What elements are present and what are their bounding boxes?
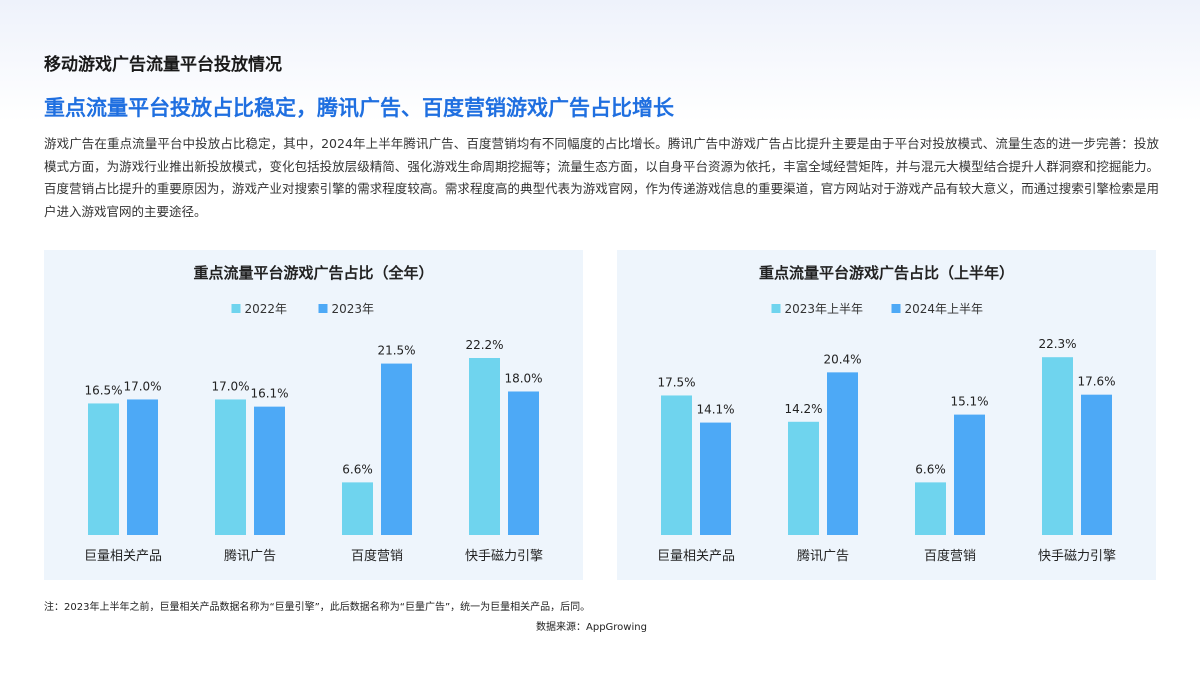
bar (954, 414, 985, 535)
bar (215, 399, 246, 535)
data-label: 17.0% (123, 379, 161, 393)
bar (827, 372, 858, 535)
data-label: 17.6% (1077, 375, 1115, 389)
data-label: 14.1% (696, 403, 734, 417)
bar (508, 391, 539, 535)
legend-swatch (318, 304, 328, 313)
category-label: 腾讯广告 (797, 548, 849, 564)
bar (661, 395, 692, 535)
data-label: 16.5% (84, 383, 122, 397)
chart-half-year: 重点流量平台游戏广告占比（上半年）2023年上半年 2024年上半年17.5%14… (657, 264, 1116, 564)
category-label: 快手磁力引擎 (465, 549, 543, 564)
data-label: 15.1% (950, 395, 988, 409)
footnote: 注：2023年上半年之前，巨量相关产品数据名称为“巨量引擎”，此后数据名称为“巨… (44, 602, 591, 613)
legend-swatch (891, 304, 901, 313)
legend-label: 2023年上半年 (785, 302, 864, 316)
data-label: 14.2% (784, 402, 822, 416)
category-label: 百度营销 (351, 548, 403, 564)
bar (1081, 394, 1112, 535)
bar (700, 422, 731, 535)
legend-swatch (231, 304, 241, 313)
legend-label: 2024年上半年 (905, 302, 984, 316)
bar (469, 358, 500, 535)
legend-label: 2022年 (245, 302, 288, 316)
bar (381, 363, 412, 535)
bar (88, 403, 119, 535)
chart-panel-full-year: 重点流量平台游戏广告占比（全年） 2022年 2023年 16.5% 17.0% 巨量相关… (44, 250, 583, 580)
data-source: 数据来源：AppGrowing (536, 622, 647, 633)
legend-swatch (771, 304, 781, 313)
category-label: 巨量相关产品 (84, 549, 162, 564)
chart-title: 重点流量平台游戏广告占比（全年） (193, 264, 433, 282)
bar (915, 482, 946, 535)
category-label: 腾讯广告 (224, 548, 276, 564)
data-label: 6.6% (915, 462, 946, 476)
data-label: 17.0% (211, 379, 249, 393)
data-label: 17.5% (657, 375, 695, 389)
category-label: 快手磁力引擎 (1038, 549, 1116, 564)
data-label: 22.2% (465, 338, 503, 352)
data-label: 16.1% (250, 387, 288, 401)
data-label: 21.5% (377, 344, 415, 358)
data-label: 18.0% (504, 371, 542, 385)
chart-title: 重点流量平台游戏广告占比（上半年） (759, 264, 1014, 282)
category-label: 百度营销 (924, 548, 976, 564)
bar (127, 399, 158, 535)
data-label: 20.4% (823, 352, 861, 366)
data-label: 6.6% (342, 462, 373, 476)
category-label: 巨量相关产品 (657, 549, 735, 564)
chart-panel-half-year: 重点流量平台游戏广告占比（上半年） 2023年上半年 2024年上半年 17.5% 14… (617, 250, 1156, 580)
bar (342, 482, 373, 535)
bar (254, 406, 285, 535)
page-title: 移动游戏广告流量平台投放情况 (44, 55, 282, 75)
headline: 重点流量平台投放占比稳定，腾讯广告、百度营销游戏广告占比增长 (44, 96, 674, 120)
legend-label: 2023年 (332, 302, 375, 316)
description-paragraph: 游戏广告在重点流量平台中投放占比稳定，其中，2024年上半年腾讯广告、百度营销均… (44, 136, 1159, 219)
bar (1042, 357, 1073, 535)
bar (788, 421, 819, 535)
data-label: 22.3% (1038, 337, 1076, 351)
